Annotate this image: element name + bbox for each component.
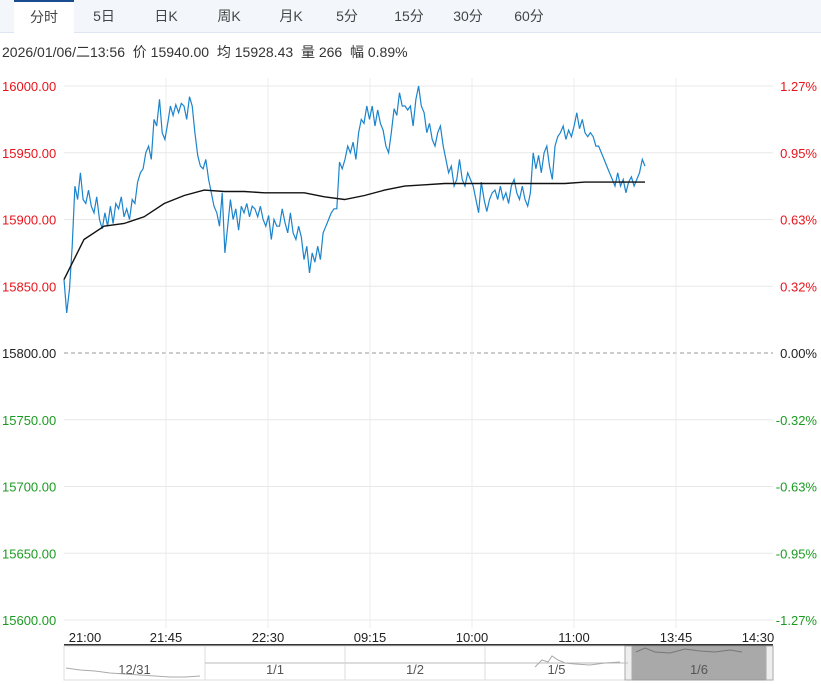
y-tick-label-right: 0.63% <box>780 213 817 228</box>
x-tick-label: 21:00 <box>69 630 102 645</box>
navigator-sparkline <box>65 667 201 678</box>
avg-value: 15928.43 <box>234 44 294 60</box>
y-tick-label-right: -0.63% <box>776 480 818 495</box>
x-tick-label: 11:00 <box>558 630 590 645</box>
y-tick-label-right: 0.32% <box>780 279 817 294</box>
y-tick-label-right: -0.95% <box>776 546 818 561</box>
tab-30分[interactable]: 30分 <box>453 8 483 24</box>
x-tick-label: 09:15 <box>354 630 387 645</box>
quote-info-bar: 2026/01/06/二13:56 价 15940.00 均 15928.43 … <box>2 42 408 62</box>
tab-月K[interactable]: 月K <box>279 8 303 24</box>
volume-value: 266 <box>318 44 343 60</box>
y-tick-label: 15700.00 <box>2 480 56 495</box>
navigator-day-label: 1/1 <box>266 662 284 677</box>
x-tick-label: 14:30 <box>742 630 775 645</box>
y-tick-label: 15600.00 <box>2 613 56 628</box>
tab-15分[interactable]: 15分 <box>394 8 424 24</box>
price-value: 15940.00 <box>150 44 210 60</box>
time-navigator: 12/31 1/1 1/2 1/5 1/6 <box>63 644 774 681</box>
tab-60分[interactable]: 60分 <box>514 8 544 24</box>
tab-周K[interactable]: 周K <box>217 8 241 24</box>
y-tick-label: 15750.00 <box>2 413 56 428</box>
x-tick-label: 13:45 <box>660 630 693 645</box>
x-tick-label: 10:00 <box>456 630 489 645</box>
y-tick-label: 15900.00 <box>2 213 56 228</box>
price-label: 价 <box>132 44 147 60</box>
y-tick-label: 16000.00 <box>2 79 56 94</box>
average-line <box>63 181 645 280</box>
navigator-sparkline <box>635 647 743 654</box>
volume-label: 量 <box>300 44 315 60</box>
navigator-day-label: 1/5 <box>547 662 565 677</box>
navigator-sparkline <box>534 655 621 668</box>
avg-label: 均 <box>216 44 231 60</box>
y-tick-label-right: 1.27% <box>780 79 817 94</box>
y-tick-label-right: 0.95% <box>780 146 817 161</box>
navigator-day-label: 1/2 <box>406 662 424 677</box>
navigator-selection <box>627 645 771 681</box>
y-tick-label: 15650.00 <box>2 546 56 561</box>
amplitude-value: 0.89% <box>367 44 408 60</box>
y-tick-label: 15850.00 <box>2 279 56 294</box>
y-tick-label: 15800.00 <box>2 346 56 361</box>
x-tick-label: 22:30 <box>252 630 285 645</box>
tab-日K[interactable]: 日K <box>154 8 178 24</box>
navigator-day-label: 1/6 <box>690 662 708 677</box>
price-line <box>63 85 646 313</box>
x-tick-label: 21:45 <box>150 630 183 645</box>
navigator-day-label: 12/31 <box>118 662 151 677</box>
y-tick-label: 15950.00 <box>2 146 56 161</box>
navigator-handle-right[interactable] <box>765 645 774 681</box>
y-tick-label-right: 0.00% <box>780 346 817 361</box>
tab-5日[interactable]: 5日 <box>93 8 115 24</box>
period-tabs: 分时 5日 日K 周K 月K 5分 15分 30分 60分 <box>0 0 821 34</box>
tab-分时[interactable]: 分时 <box>14 0 74 34</box>
amplitude-label: 幅 <box>349 44 364 60</box>
tab-5分[interactable]: 5分 <box>336 8 358 24</box>
datetime: 2026/01/06/二13:56 <box>2 44 125 60</box>
y-tick-label-right: -0.32% <box>776 413 818 428</box>
y-tick-label-right: -1.27% <box>776 613 818 628</box>
